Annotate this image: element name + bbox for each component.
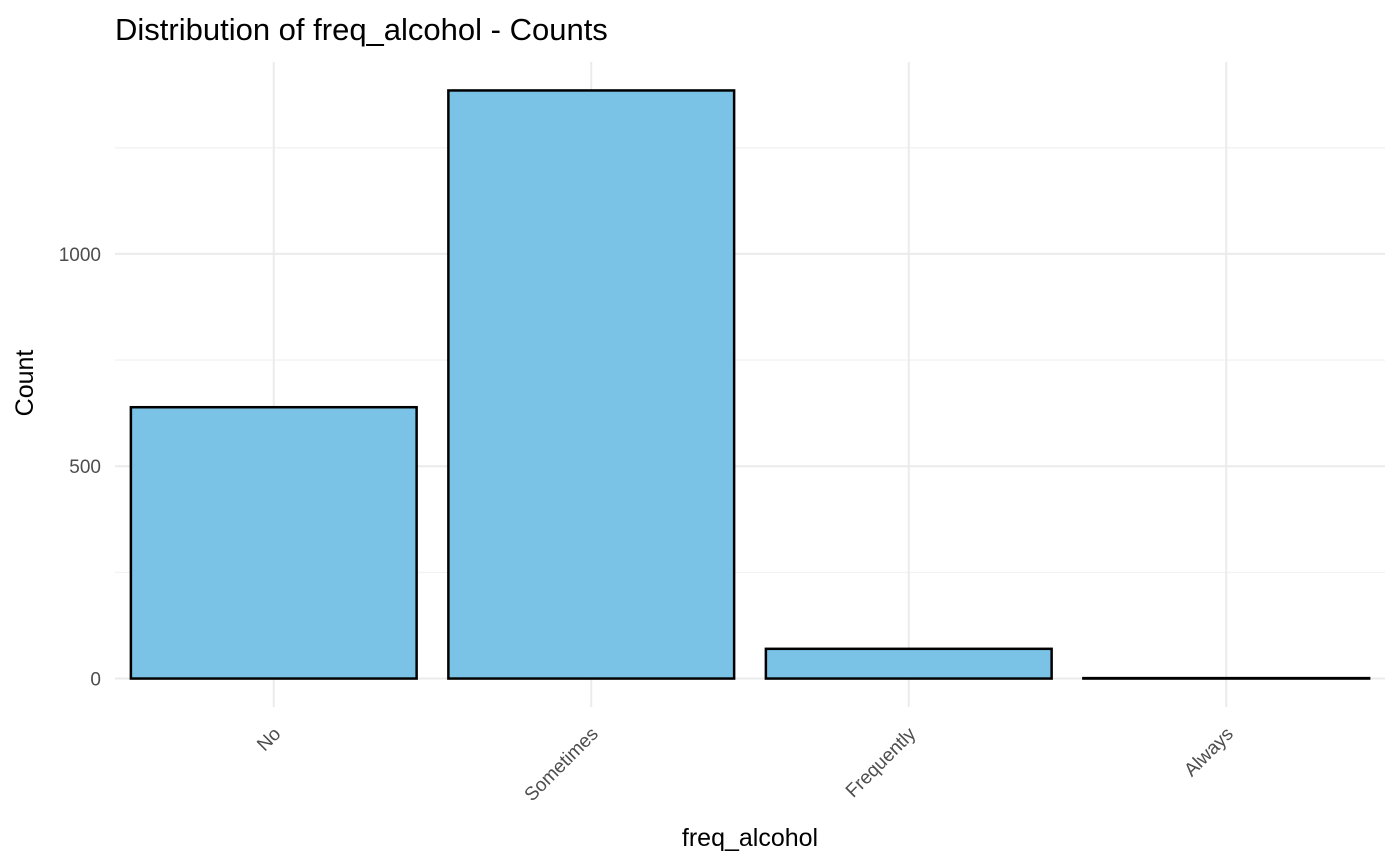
y-axis-title: Count — [11, 350, 39, 417]
x-tick-label: Frequently — [842, 723, 921, 802]
x-axis-title: freq_alcohol — [682, 824, 818, 852]
x-tick-label: Sometimes — [521, 724, 603, 806]
y-tick-label: 500 — [69, 457, 101, 478]
x-tick-label: Always — [1180, 724, 1237, 781]
bars — [131, 90, 1369, 678]
bar-sometimes — [448, 90, 734, 678]
y-tick-label: 0 — [90, 670, 101, 691]
bar-frequently — [766, 649, 1052, 679]
bar-no — [131, 407, 417, 678]
y-tick-label: 1000 — [59, 245, 101, 266]
chart-title: Distribution of freq_alcohol - Counts — [115, 12, 608, 47]
y-axis-ticks: 0 500 1000 — [59, 245, 101, 691]
x-tick-label: No — [253, 724, 285, 756]
x-axis-ticks: No Sometimes Frequently Always — [253, 723, 1238, 805]
